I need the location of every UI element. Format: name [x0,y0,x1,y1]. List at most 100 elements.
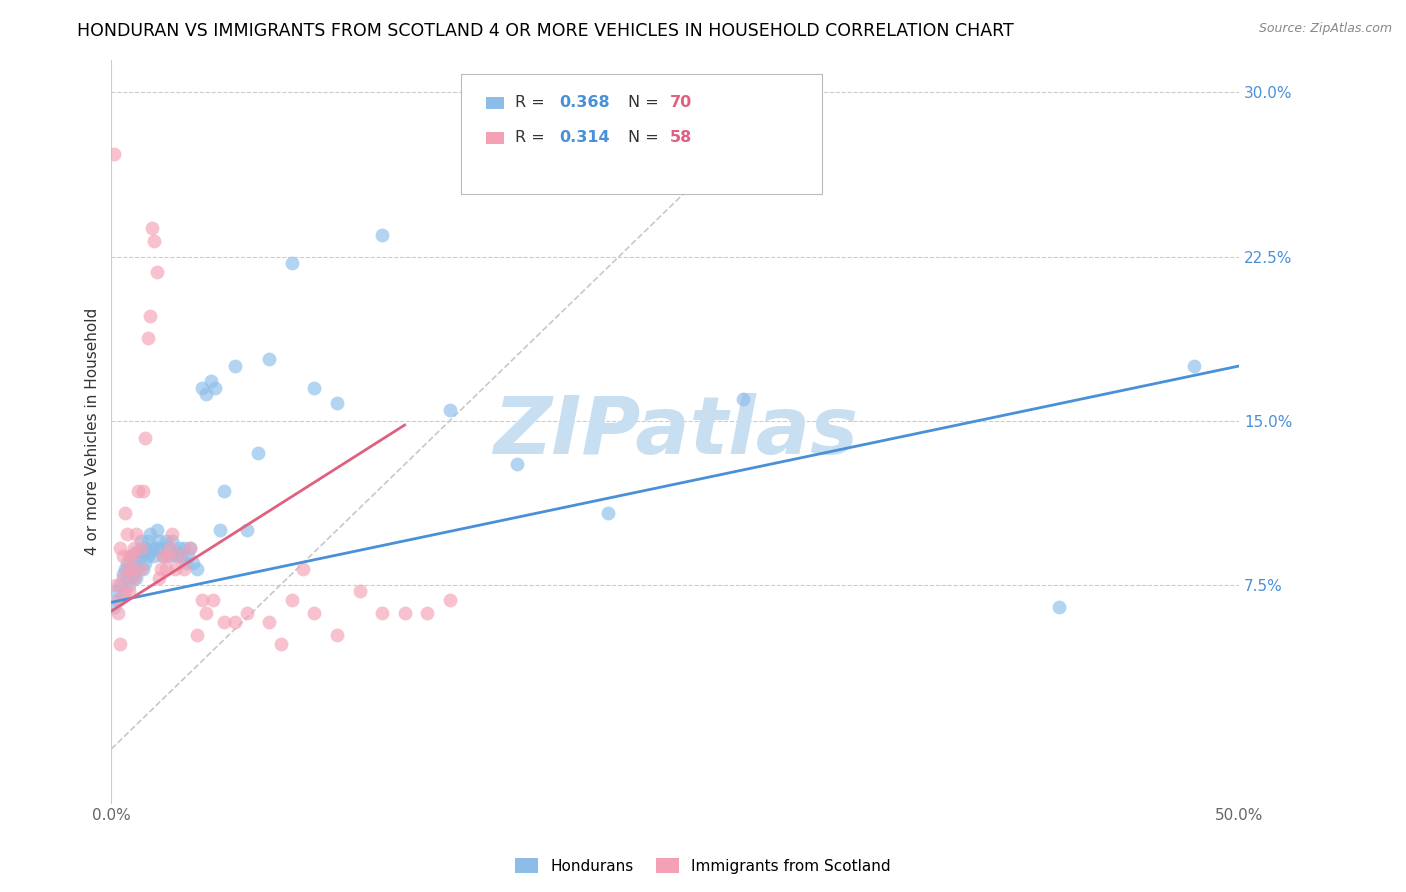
Point [159,541,181,555]
Point [139,545,162,559]
Point [127,560,149,574]
Point [111,549,134,564]
Point [247,446,270,460]
Point [141,221,163,235]
Point [177,549,200,564]
Point [118,578,141,592]
Point [200,374,222,388]
Point [148,571,170,585]
Point [167,549,190,564]
Text: ZIPatlas: ZIPatlas [494,392,858,471]
Point [156,549,179,564]
Point [439,593,461,607]
Point [304,606,326,620]
Point [107,593,129,607]
Point [170,549,193,564]
Point [304,381,326,395]
Point [111,571,134,585]
Point [115,571,138,585]
Point [1182,359,1205,373]
Point [143,549,166,564]
Text: N =: N = [628,130,664,145]
Point [115,527,138,541]
Text: HONDURAN VS IMMIGRANTS FROM SCOTLAND 4 OR MORE VEHICLES IN HOUSEHOLD CORRELATION: HONDURAN VS IMMIGRANTS FROM SCOTLAND 4 O… [77,22,1014,40]
Point [107,593,129,607]
Point [122,571,145,585]
Point [111,589,134,603]
Point [132,545,155,559]
Point [349,584,371,599]
Point [212,615,235,629]
Point [121,549,143,564]
Point [143,234,166,248]
Point [148,534,170,549]
Point [150,541,173,555]
Point [145,523,167,537]
Point [136,534,159,549]
Point [114,584,136,599]
Point [166,549,188,564]
Point [110,578,132,592]
Point [416,606,439,620]
Point [181,556,204,570]
Point [179,541,201,555]
Text: 70: 70 [669,95,692,111]
Point [186,628,208,642]
FancyBboxPatch shape [461,74,823,194]
Point [506,458,529,472]
Text: R =: R = [515,95,550,111]
Point [145,265,167,279]
Point [190,381,212,395]
Point [145,541,167,555]
Point [110,541,132,555]
Point [281,593,304,607]
Point [212,483,235,498]
Text: R =: R = [515,130,550,145]
Point [439,402,461,417]
Point [134,541,156,555]
Point [326,396,349,410]
Point [139,527,162,541]
Point [371,606,394,620]
Point [104,578,127,592]
Point [118,584,141,599]
Point [127,483,149,498]
Point [292,562,315,576]
Point [141,541,163,555]
Point [125,527,148,541]
Point [132,562,155,576]
Point [186,562,208,576]
Point [1047,599,1070,614]
Point [208,523,231,537]
Point [173,562,195,576]
Point [122,556,145,570]
Point [122,541,145,555]
Text: 0.368: 0.368 [560,95,610,111]
Point [121,549,143,564]
Point [259,352,281,367]
Point [394,606,416,620]
FancyBboxPatch shape [486,97,503,109]
Point [174,556,197,570]
Text: N =: N = [628,95,664,111]
Point [224,359,246,373]
Point [371,227,394,242]
Point [159,549,181,564]
Point [139,309,162,323]
Point [179,541,201,555]
Point [121,562,143,576]
Point [125,571,148,585]
Point [134,556,156,570]
Point [167,541,190,555]
Point [107,606,129,620]
Text: 0.314: 0.314 [560,130,610,145]
Point [156,541,179,555]
Legend: Hondurans, Immigrants from Scotland: Hondurans, Immigrants from Scotland [509,852,897,880]
Text: Source: ZipAtlas.com: Source: ZipAtlas.com [1258,22,1392,36]
Point [114,506,136,520]
Point [162,534,184,549]
Point [118,562,141,576]
Point [122,569,145,583]
Point [136,330,159,344]
Point [201,593,224,607]
